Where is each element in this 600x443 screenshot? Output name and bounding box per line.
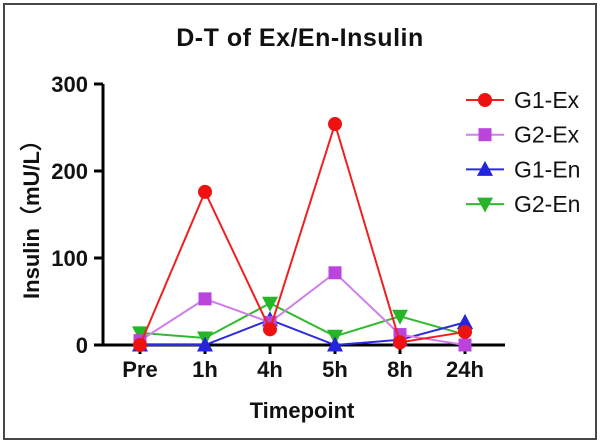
series-marker-G1-Ex xyxy=(393,335,407,350)
series-line-G2-Ex xyxy=(139,271,466,346)
legend-label-G2-Ex: G2-Ex xyxy=(514,122,580,148)
y-tick-label: 200 xyxy=(51,159,88,184)
x-tick-label: Pre xyxy=(122,357,157,382)
y-tick-label: 100 xyxy=(51,246,88,271)
series-line-G1-En xyxy=(140,318,466,347)
chart-title: D-T of Ex/En-Insulin xyxy=(176,24,424,52)
legend-item-G1-En: G1-En xyxy=(466,156,580,182)
x-tick-label: 24h xyxy=(446,357,484,382)
series-marker-G2-Ex xyxy=(458,338,472,352)
series-marker-G1-Ex xyxy=(133,338,147,352)
legend-marker-G2-En xyxy=(477,197,493,213)
series-marker-G1-En xyxy=(197,336,213,352)
legend-item-G2-Ex: G2-Ex xyxy=(466,122,580,148)
legend-item-G2-En: G2-En xyxy=(466,191,580,217)
series-marker-G1-En xyxy=(457,313,473,329)
series-G1-Ex xyxy=(133,117,472,352)
legend-marker-G1-Ex xyxy=(478,93,492,107)
series-marker-G1-Ex xyxy=(263,322,277,337)
x-axis-title: Timepoint xyxy=(249,398,355,423)
legend-label-G1-En: G1-En xyxy=(514,156,580,182)
x-tick-label: 1h xyxy=(192,357,218,382)
legend-item-G1-Ex: G1-Ex xyxy=(466,87,580,113)
legend-marker-G1-En xyxy=(477,160,493,176)
legend-marker-G2-Ex xyxy=(478,128,492,142)
series-marker-G1-En xyxy=(327,336,343,352)
series-marker-G1-Ex xyxy=(198,184,212,199)
series-marker-G2-En xyxy=(392,309,408,325)
x-tick-label: 8h xyxy=(387,357,413,382)
series-marker-G1-Ex xyxy=(328,117,342,132)
series-marker-G2-En xyxy=(132,326,148,342)
x-tick-label: 4h xyxy=(257,357,283,382)
x-tick-label: 5h xyxy=(322,357,348,382)
series-marker-G2-Ex xyxy=(198,292,212,306)
y-tick-label: 300 xyxy=(51,72,88,97)
legend-label-G2-En: G2-En xyxy=(514,191,580,217)
series-marker-G1-Ex xyxy=(458,324,472,339)
y-axis-title: Insulin（mU/L） xyxy=(19,129,44,299)
series-marker-G2-En xyxy=(262,296,278,312)
series-line-G2-En xyxy=(139,302,466,340)
legend-label-G1-Ex: G1-Ex xyxy=(514,87,580,113)
series-marker-G2-Ex xyxy=(328,266,342,280)
y-tick-label: 0 xyxy=(76,333,88,358)
series-line-G1-Ex xyxy=(139,120,466,346)
